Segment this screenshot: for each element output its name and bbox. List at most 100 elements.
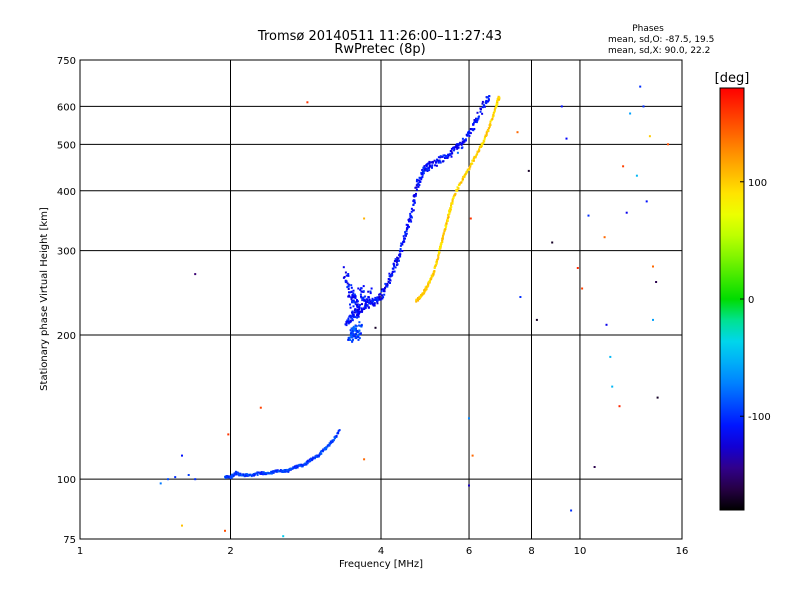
echo-point	[434, 161, 437, 164]
x-tick-label: 16	[676, 546, 689, 557]
echo-point	[347, 338, 350, 341]
echo-point	[345, 274, 348, 277]
echo-point	[421, 175, 424, 178]
echo-point	[395, 261, 398, 264]
echo-point	[348, 283, 351, 286]
echo-point	[487, 100, 489, 103]
echo-point	[393, 270, 396, 273]
scatter-point	[471, 454, 474, 457]
echo-point	[431, 161, 434, 164]
echo-point	[488, 127, 490, 130]
scatter-point	[187, 474, 190, 476]
echo-point	[419, 181, 422, 183]
echo-point	[450, 155, 453, 158]
echo-point	[425, 163, 428, 166]
echo-point	[384, 282, 387, 285]
echo-point	[438, 250, 440, 253]
echo-point	[350, 333, 353, 336]
echo-point	[487, 98, 490, 101]
echo-point	[277, 470, 280, 473]
echo-point	[463, 139, 466, 142]
echo-point	[448, 209, 451, 212]
echo-point	[435, 164, 438, 167]
echo-point	[448, 153, 450, 156]
echo-point	[481, 102, 484, 105]
echo-point	[337, 432, 340, 435]
echo-point	[475, 121, 478, 124]
echo-point	[352, 330, 355, 333]
echo-point	[458, 183, 461, 186]
echo-point	[422, 169, 425, 172]
echo-point	[352, 313, 355, 316]
echo-point	[270, 472, 273, 475]
echo-point	[478, 149, 481, 152]
echo-point	[321, 449, 324, 452]
echo-point	[271, 470, 274, 473]
echo-point	[397, 257, 400, 260]
echo-point	[355, 327, 357, 330]
echo-point	[377, 298, 380, 301]
echo-point	[360, 290, 363, 293]
scatter-point	[224, 529, 226, 532]
echo-point	[391, 274, 394, 277]
echo-point	[347, 318, 350, 321]
echo-point	[466, 170, 469, 173]
echo-point	[430, 165, 433, 168]
echo-point	[370, 287, 373, 290]
echo-point	[239, 472, 242, 475]
echo-point	[437, 159, 440, 162]
echo-point	[380, 294, 383, 297]
echo-point	[353, 329, 356, 332]
echo-point	[428, 162, 431, 165]
echo-point	[441, 155, 444, 158]
echo-point	[356, 303, 359, 306]
echo-point	[406, 226, 409, 229]
echo-point	[413, 201, 416, 204]
scatter-point	[516, 131, 519, 134]
echo-point	[359, 303, 361, 306]
echo-point	[230, 476, 233, 479]
echo-point	[493, 111, 495, 114]
echo-point	[433, 270, 436, 272]
echo-point	[247, 474, 250, 477]
echo-point	[364, 306, 367, 309]
x-tick-label: 2	[227, 546, 233, 557]
phases-x-stats: mean, sd,X: 90.0, 22.2	[608, 46, 710, 56]
echo-point	[421, 172, 424, 175]
echo-point	[410, 207, 413, 210]
echo-point	[481, 112, 484, 115]
echo-point	[402, 235, 405, 238]
echo-point	[444, 155, 447, 158]
echo-point	[489, 120, 492, 123]
echo-point	[306, 462, 309, 465]
echo-point	[298, 463, 301, 466]
echo-point	[433, 159, 436, 162]
echo-point	[249, 473, 252, 476]
echo-point	[429, 279, 431, 282]
echo-point	[308, 458, 311, 461]
echo-point	[420, 173, 423, 176]
x-axis-ticks: 1 2 4 6 8 10 16	[77, 546, 689, 557]
echo-point	[456, 143, 459, 146]
echo-point	[471, 128, 474, 131]
echo-point	[361, 299, 364, 302]
y-tick-label: 300	[57, 247, 76, 258]
echo-point	[444, 228, 447, 230]
echo-point	[423, 166, 426, 169]
x-tick-label: 4	[378, 546, 384, 557]
echo-point	[351, 317, 354, 320]
echo-point	[371, 297, 374, 300]
grid	[80, 60, 682, 539]
echo-point	[493, 108, 496, 111]
echo-point	[343, 276, 346, 278]
echo-point	[421, 169, 424, 171]
echo-point	[413, 199, 416, 202]
echo-point	[358, 337, 361, 340]
echo-point	[353, 301, 356, 304]
phases-o-stats: mean, sd,O: -87.5, 19.5	[608, 35, 714, 45]
echo-point	[328, 444, 331, 447]
echo-point	[323, 447, 326, 450]
echo-point	[480, 142, 483, 145]
echo-point	[405, 223, 408, 226]
echo-point	[244, 473, 246, 476]
